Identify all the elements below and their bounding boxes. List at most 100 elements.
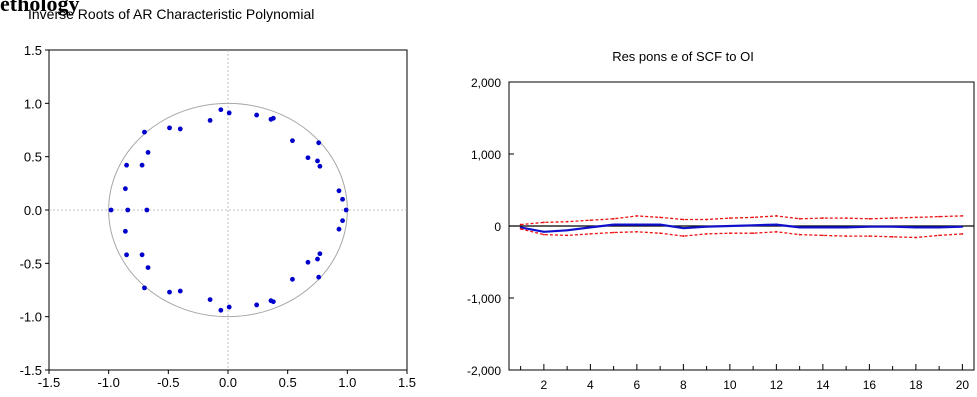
x-tick-label: 1.0 [338,375,356,390]
root-point [254,302,260,308]
root-point [290,138,295,144]
upper-band-point [821,217,824,219]
lower-band-point [682,235,685,237]
y-tick-label: -2,000 [467,364,501,378]
root-point [340,218,345,224]
response-point [659,223,662,226]
root-point [142,129,147,135]
y-tick-label: 0.5 [24,150,42,165]
root-point [108,207,114,213]
x-tick-label: 2 [541,378,548,392]
y-tick-label: 1.5 [24,43,42,58]
lower-band-point [938,234,941,237]
y-tick-label: -1.0 [20,310,42,325]
x-tick-label: 12 [770,378,784,392]
upper-band-point [542,221,545,224]
root-point [122,228,128,234]
response-point [868,225,871,228]
root-point [207,118,213,123]
response-point [938,226,941,229]
root-point [218,107,224,113]
root-point [167,125,172,131]
x-tick-label: 0.5 [279,375,297,390]
upper-band-point [519,223,522,226]
root-point [336,226,342,232]
root-point [317,251,323,257]
chart-title-response: Res pons e of SCF to OI [612,49,754,64]
root-point [254,112,260,118]
root-point [177,288,183,294]
lower-band-point [798,233,801,236]
impulse-response-chart: Res pons e of SCF to OI 2,000 1,000 0 -1,000… [467,49,975,392]
y-tick-label: -1,000 [467,292,501,306]
upper-band-point [891,217,894,219]
upper-band-point [682,218,685,221]
response-point [891,225,894,228]
response-point [728,225,731,227]
upper-band-point [961,215,964,217]
upper-band-point [612,217,615,220]
root-point [340,196,345,202]
x-tick-label: 16 [863,378,877,392]
lower-band-point [821,234,824,237]
lower-band-point [705,233,708,235]
lower-band-point [728,232,731,235]
y-tick-label: 0 [494,220,501,234]
root-point [315,158,320,164]
root-point [317,163,323,169]
lower-band-point [845,235,848,237]
y-tick-label: 0.0 [24,203,42,218]
response-point [961,225,964,228]
y-tick-label: 1,000 [471,148,501,162]
response-point [845,226,848,229]
upper-band-point [752,216,755,219]
root-point [139,162,145,168]
upper-band-point [914,216,917,219]
response-point [682,227,685,230]
upper-band-point [589,219,592,222]
root-point [124,162,129,168]
root-point [144,207,150,213]
lower-band-point [961,233,964,235]
lower-band-point [612,231,615,234]
response-point [635,223,638,226]
root-point [124,252,129,258]
response-point [775,223,778,226]
response-point [519,226,522,229]
y-tick-label: -0.5 [20,256,42,271]
x-tick-label: 8 [680,378,687,392]
root-point [316,140,322,146]
upper-band-point [775,215,778,217]
response-point [798,226,801,229]
x-tick-label: 0.0 [219,375,237,390]
x-tick-label: -0.5 [157,375,179,390]
response-point [542,230,545,233]
upper-band-point [635,215,638,217]
lower-band-point [868,235,871,237]
x-tick-label: 18 [909,378,923,392]
upper-band-point [566,220,569,223]
root-point [336,188,342,194]
lower-band-point [891,235,894,238]
response-point [612,223,615,226]
root-point [145,265,151,270]
y-tick-label: -1.5 [20,363,42,378]
response-line [520,223,963,233]
lower-band-point [659,232,662,235]
upper-band-point [659,216,662,219]
root-point [122,186,128,192]
root-point [343,207,349,213]
root-point [125,207,131,213]
root-point [290,276,295,282]
x-tick-label: 20 [956,378,970,392]
x-tick-label: 14 [816,378,830,392]
x-tick-label: 10 [723,378,737,392]
upper-band-point [728,217,731,219]
lower-band-point [635,230,638,233]
root-point [139,252,145,258]
root-point [270,299,276,305]
upper-band-point [845,217,848,219]
x-tick-label: 4 [587,378,594,392]
root-point [316,274,322,280]
root-point [270,115,276,121]
